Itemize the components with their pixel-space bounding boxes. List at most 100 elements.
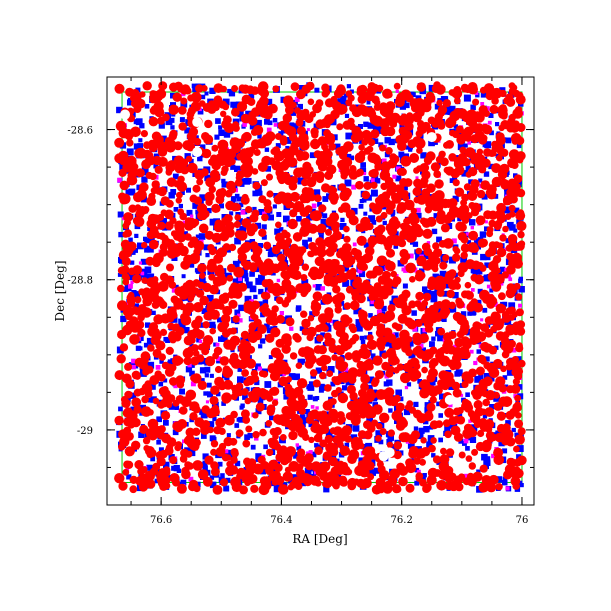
data-point [418,430,423,435]
data-point [398,167,407,176]
data-point [335,264,345,275]
data-point [237,313,241,318]
data-point [384,152,390,158]
data-point [282,372,286,376]
data-point [240,209,246,215]
data-point [476,189,486,199]
data-point [345,90,353,97]
data-point [184,233,192,241]
data-point [343,225,350,233]
data-point [218,221,226,230]
data-point [490,269,499,278]
data-point [368,331,373,337]
data-point [337,98,344,105]
data-point [318,322,328,332]
data-point [237,376,244,384]
data-point [436,480,447,491]
data-point [236,473,243,480]
data-point [516,454,522,460]
data-point [444,407,455,418]
data-point [475,366,485,376]
data-point [138,261,142,265]
data-point [231,481,242,493]
data-point [238,84,246,92]
data-point [131,397,142,408]
data-point [163,419,169,426]
data-point [323,273,333,283]
data-point [197,469,209,480]
data-point [488,219,496,228]
data-point [518,240,526,248]
data-point [216,247,228,258]
data-point [277,253,286,263]
data-point [138,346,143,351]
data-point [375,199,385,210]
data-point [222,103,230,111]
data-point [290,82,300,91]
data-point [198,110,203,115]
data-point [140,351,151,361]
data-point [326,164,337,175]
data-point [168,403,176,410]
data-point [132,265,143,275]
data-point [249,241,259,251]
data-point [425,289,432,296]
data-point [486,284,491,289]
data-point [197,211,206,221]
data-point [307,237,312,242]
data-point [336,440,344,448]
data-point [383,381,389,387]
data-point [408,212,419,223]
data-point [517,427,526,436]
data-point [505,93,514,102]
data-point [511,469,522,480]
data-point [261,224,267,230]
data-point [498,396,509,407]
data-point [353,252,362,261]
data-point [463,143,468,148]
data-point [361,282,370,291]
data-point [518,286,525,293]
data-point [473,360,478,366]
data-point [207,258,217,268]
data-point [482,414,488,419]
data-point [193,485,201,493]
data-point [408,300,417,309]
data-point [506,265,516,275]
data-point [217,139,229,151]
data-point [461,216,470,224]
data-point [393,367,400,374]
data-point [328,456,338,467]
data-point [465,446,470,451]
data-point [118,231,124,238]
data-point [131,364,136,370]
data-point [337,460,345,468]
data-point [363,446,374,458]
data-point [280,270,290,279]
data-point [208,273,216,281]
data-point [211,203,221,213]
data-point [471,260,481,270]
data-point [335,465,346,476]
data-point [307,384,315,391]
data-point [175,326,185,336]
data-point [124,362,133,371]
data-point [180,448,189,458]
data-point [330,197,338,205]
data-point [428,444,436,453]
data-point [210,467,220,477]
data-point [483,171,490,177]
data-point [127,99,134,106]
data-point [338,433,347,442]
data-point [460,83,469,92]
data-point [131,89,140,98]
data-point [141,241,148,249]
data-point [234,423,240,428]
data-point [262,299,269,305]
data-point [307,394,313,400]
data-point [483,373,490,379]
data-point [502,375,508,380]
data-point [448,105,456,113]
data-point [356,89,364,97]
data-point [329,212,340,223]
